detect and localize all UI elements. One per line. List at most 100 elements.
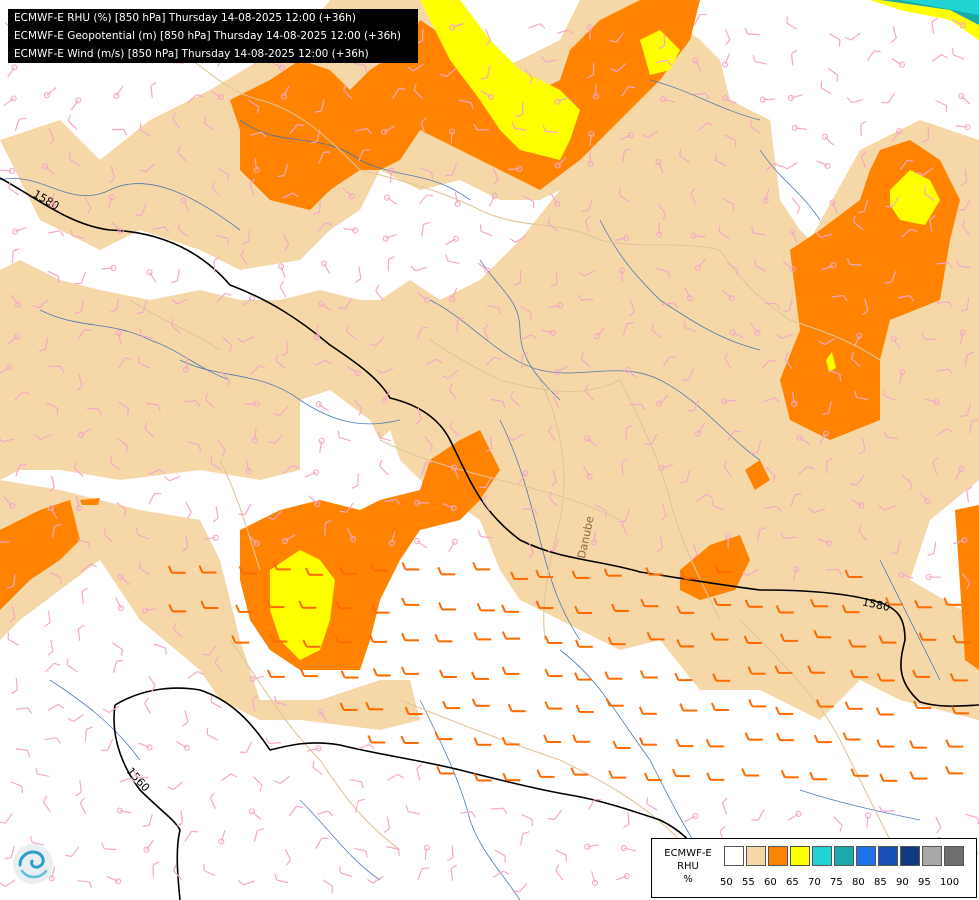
wind-barb [48,475,55,493]
wind-barb [541,56,558,63]
wind-barb [76,538,91,550]
wind-barb [850,768,869,777]
wind-barb [317,708,328,723]
wind-barb [624,366,637,379]
wind-barb [210,695,222,709]
wind-barb [507,433,525,441]
wind-barb [747,666,766,675]
wind-barb [272,562,291,571]
wind-barb [182,535,189,552]
wind-barb [781,161,798,170]
wind-barb [817,538,832,547]
wind-barb [488,192,498,207]
wind-barb [51,523,62,539]
wind-barb [400,666,419,675]
wind-barb [107,194,116,209]
wind-barb [752,54,767,65]
wind-barb [557,29,574,35]
wind-barb [581,198,593,212]
wind-barb [615,873,631,881]
wind-barb [744,599,763,608]
wind-barb [512,882,528,893]
wind-barb [860,150,867,168]
wind-barb [442,369,459,379]
wind-barb [820,80,832,95]
wind-barb [554,96,569,105]
wind-barb [80,563,97,572]
wind-barb [879,773,898,782]
wind-barb [413,83,424,100]
wind-barb [629,300,635,317]
wind-barb [951,706,970,715]
wind-barb [386,845,401,856]
wind-barb [961,169,968,186]
legend-tick: 75 [830,877,843,888]
wind-barb [705,739,724,748]
wind-barb [314,359,332,366]
wind-barb [544,635,563,644]
wind-barb [966,486,973,503]
wind-barb [883,388,896,401]
wind-barb [445,163,458,177]
wind-barb [49,192,56,208]
wind-barb [473,632,492,641]
wind-barb [818,337,836,346]
wind-barb [697,122,714,132]
wind-barb [370,563,389,572]
wind-barb [312,760,323,775]
wind-barb [415,408,422,425]
wind-barb [220,773,238,782]
wind-barb [494,849,506,863]
wind-barb [780,532,797,540]
wind-barb [206,727,219,741]
wind-barb [952,537,968,545]
wind-barb [935,99,948,113]
wind-barb [850,498,865,509]
legend-swatch [922,846,942,866]
wind-barb [550,193,561,208]
wind-barb [318,151,331,164]
wind-barb [844,32,861,41]
wind-barb [15,748,31,757]
wind-barb [621,845,636,852]
wind-barb [485,356,501,367]
wind-barb [34,434,52,440]
wind-barb [548,302,564,309]
wind-barb [77,328,92,340]
wind-barb [547,217,559,232]
wind-barb [81,587,88,604]
legend-model: ECMWF-E [664,848,712,859]
wind-barb [490,398,506,408]
wind-barb [135,203,147,216]
legend-swatch [944,846,964,866]
wind-barb [473,123,489,131]
wind-barb [349,779,364,789]
wind-barb [310,129,321,144]
wind-barb [250,365,266,376]
wind-barb [253,157,260,173]
legend-tick: 95 [918,877,931,888]
wind-barb [522,508,538,516]
wind-barb [679,703,698,712]
wind-barb [656,395,669,407]
wind-barb [446,845,454,862]
wind-barb [892,127,903,142]
wind-barb [574,639,593,648]
wind-barb [101,265,117,272]
wind-barb [202,645,217,656]
wind-barb [358,743,375,750]
wind-barb [857,199,869,214]
wind-barb [418,194,434,205]
wind-barb [621,148,631,163]
wind-barb [237,336,254,343]
wind-barb [454,191,461,207]
wind-barb [353,62,368,73]
wind-barb [176,810,184,827]
wind-barb [691,543,698,560]
wind-barb [782,298,793,313]
wind-barb [741,568,759,576]
wind-barb [621,86,636,97]
wind-barb [884,270,897,284]
wind-barb [925,398,940,406]
wind-barb [109,166,116,184]
